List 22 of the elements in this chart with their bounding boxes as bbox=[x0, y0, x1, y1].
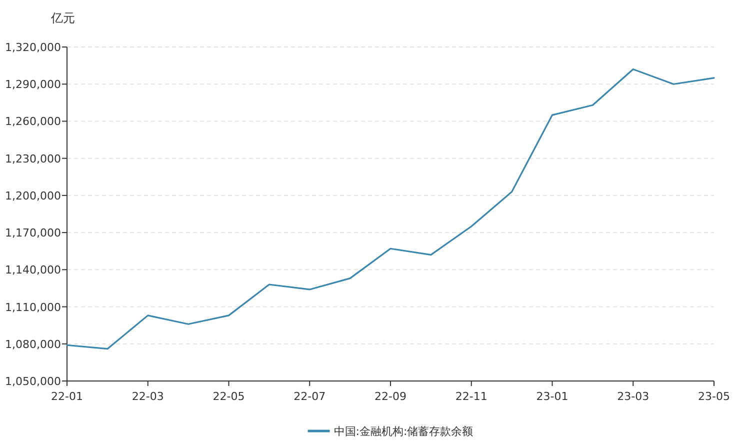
y-axis-title: 亿元 bbox=[50, 11, 75, 25]
x-tick-label: 22-09 bbox=[374, 390, 406, 403]
y-tick-label: 1,230,000 bbox=[5, 152, 61, 166]
y-tick-label: 1,110,000 bbox=[5, 300, 61, 314]
x-tick-label: 23-05 bbox=[698, 390, 730, 403]
x-tick-label: 23-01 bbox=[536, 390, 568, 403]
x-tick-label: 23-03 bbox=[617, 390, 650, 403]
y-tick-label: 1,320,000 bbox=[5, 41, 61, 54]
x-tick-label: 22-05 bbox=[212, 390, 245, 403]
line-series bbox=[66, 68, 715, 350]
y-tick-label: 1,260,000 bbox=[5, 115, 61, 128]
y-tick-label: 1,050,000 bbox=[5, 375, 61, 388]
y-tick-label: 1,290,000 bbox=[5, 78, 61, 92]
y-tick-label: 1,140,000 bbox=[5, 264, 61, 277]
y-tick-label: 1,170,000 bbox=[5, 226, 61, 240]
y-tick-label: 1,200,000 bbox=[5, 189, 61, 202]
x-tick-label: 22-01 bbox=[51, 390, 83, 403]
x-tick-label: 22-07 bbox=[294, 390, 326, 403]
y-tick-label: 1,080,000 bbox=[5, 338, 61, 351]
x-tick-label: 22-11 bbox=[455, 390, 488, 403]
legend-label: 中国:金融机构:储蓄存款余额 bbox=[334, 425, 474, 438]
x-tick-label: 22-03 bbox=[132, 390, 164, 403]
